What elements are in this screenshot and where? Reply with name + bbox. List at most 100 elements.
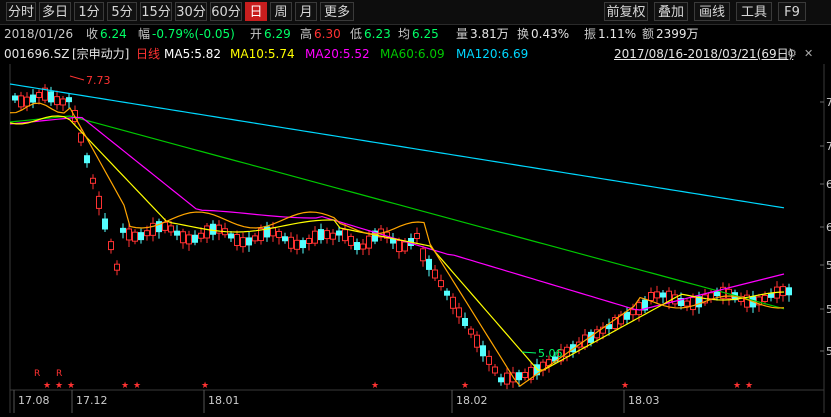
tool-button[interactable]: 叠加 — [654, 2, 688, 21]
candle-body — [36, 91, 42, 98]
ma120-legend: MA120:6.69 — [456, 47, 529, 61]
candle-body — [312, 230, 318, 244]
candle-body — [270, 227, 276, 237]
event-star-icon: ★ — [461, 381, 469, 391]
period-tab[interactable]: 15分 — [140, 2, 172, 21]
period-tab[interactable]: 5分 — [107, 2, 137, 21]
tool-button[interactable]: F9 — [778, 2, 806, 21]
candle-body — [282, 236, 288, 242]
ma10-line — [9, 115, 785, 371]
candle-body — [126, 228, 132, 241]
candle-body — [450, 296, 456, 309]
candle-body — [210, 223, 216, 235]
candle-body — [324, 230, 330, 240]
ma60-line — [9, 115, 785, 310]
candle-body — [138, 232, 144, 241]
candle-body — [528, 366, 534, 380]
event-star-icon: ★ — [621, 381, 629, 391]
candle-body — [204, 225, 210, 239]
change-label: 幅 — [138, 27, 151, 41]
candle-body — [708, 292, 714, 300]
tool-button[interactable]: 前复权 — [604, 2, 648, 21]
candle-body — [186, 234, 192, 245]
y-tick-label: 7 — [826, 140, 831, 153]
y-tick-label: 5 — [826, 345, 831, 358]
candle-body — [120, 227, 126, 233]
amount-value: 2399万 — [656, 27, 699, 41]
quote-date: 2018/01/26 — [4, 27, 74, 41]
low-label: 低 — [350, 27, 363, 41]
candle-body — [150, 222, 156, 236]
close-label: 收 — [86, 27, 99, 41]
candle-body — [84, 155, 90, 164]
period-tab[interactable]: 月 — [295, 2, 317, 21]
candle-body — [366, 235, 372, 249]
period-tab[interactable]: 日 — [245, 2, 267, 21]
open-label: 开 — [250, 27, 263, 41]
close-value: 6.24 — [100, 27, 127, 41]
candle-body — [306, 237, 312, 244]
high-value: 6.30 — [314, 27, 341, 41]
candle-body — [18, 95, 24, 108]
y-tick-label: 7 — [826, 96, 831, 109]
low-value: 6.23 — [364, 27, 391, 41]
ma5-legend: MA5:5.82 — [164, 47, 221, 61]
candle-body — [264, 226, 270, 238]
stock-code: 001696.SZ — [4, 47, 70, 61]
candle-body — [42, 87, 48, 101]
candle-body — [24, 96, 30, 107]
period-tab[interactable]: 多日 — [39, 2, 71, 21]
candle-body — [228, 233, 234, 239]
candle-body — [714, 291, 720, 297]
candle-body — [780, 286, 786, 297]
candle-body — [294, 239, 300, 250]
ma5-line — [9, 102, 785, 387]
candle-body — [12, 95, 18, 101]
candle-body — [516, 372, 522, 381]
candle-body — [390, 238, 396, 244]
candle-body — [660, 292, 666, 298]
candle-body — [504, 372, 510, 385]
candle-body — [468, 328, 474, 335]
candle-body — [246, 237, 252, 246]
candle-body — [432, 269, 438, 279]
candle-body — [180, 231, 186, 244]
line-type[interactable]: 日线 — [136, 47, 161, 61]
candle-body — [300, 240, 306, 249]
period-tab[interactable]: 周 — [270, 2, 292, 21]
period-tab[interactable]: 更多 — [320, 2, 354, 21]
period-tab[interactable]: 30分 — [175, 2, 207, 21]
candle-body — [240, 237, 246, 248]
candle-body — [318, 229, 324, 241]
period-tab[interactable]: 分时 — [6, 2, 36, 21]
candle-body — [78, 132, 84, 143]
y-tick-label: 5 — [826, 259, 831, 272]
max-price-label: 7.73 — [86, 74, 111, 87]
event-star-icon: ★ — [733, 381, 741, 391]
candle-body — [402, 241, 408, 252]
kline-chart-svg[interactable]: 7 7 6 6 5 5 5 17.08 17.12 18.01 18.02 18.03 7.73 5.06… — [0, 64, 831, 413]
candle-body — [474, 334, 480, 348]
candle-body — [522, 372, 528, 378]
candle-body — [456, 307, 462, 318]
period-tab[interactable]: 1分 — [74, 2, 104, 21]
close-icon[interactable]: ✕ — [804, 47, 814, 60]
candle-body — [648, 291, 654, 301]
candle-body — [234, 234, 240, 247]
candle-body — [216, 224, 222, 234]
event-star-icon: ★ — [201, 381, 209, 391]
candle-body — [642, 299, 648, 311]
kline-chart[interactable]: 7 7 6 6 5 5 5 17.08 17.12 18.01 18.02 18.03 7.73 5.06… — [0, 64, 831, 413]
turnover-label: 换 — [517, 27, 530, 41]
candle-body — [396, 240, 402, 253]
avg-label: 均 — [398, 27, 411, 41]
candle-body — [252, 235, 258, 242]
tool-button[interactable]: 工具 — [736, 2, 772, 21]
tool-button[interactable]: 画线 — [694, 2, 730, 21]
candle-body — [54, 96, 60, 106]
r-marker: R — [56, 369, 62, 379]
settings-gear-icon[interactable]: ⚙ — [787, 47, 797, 60]
date-range[interactable]: 2017/08/16-2018/03/21(69日) — [614, 47, 794, 61]
y-tick-label: 6 — [826, 178, 831, 191]
period-tab[interactable]: 60分 — [210, 2, 242, 21]
